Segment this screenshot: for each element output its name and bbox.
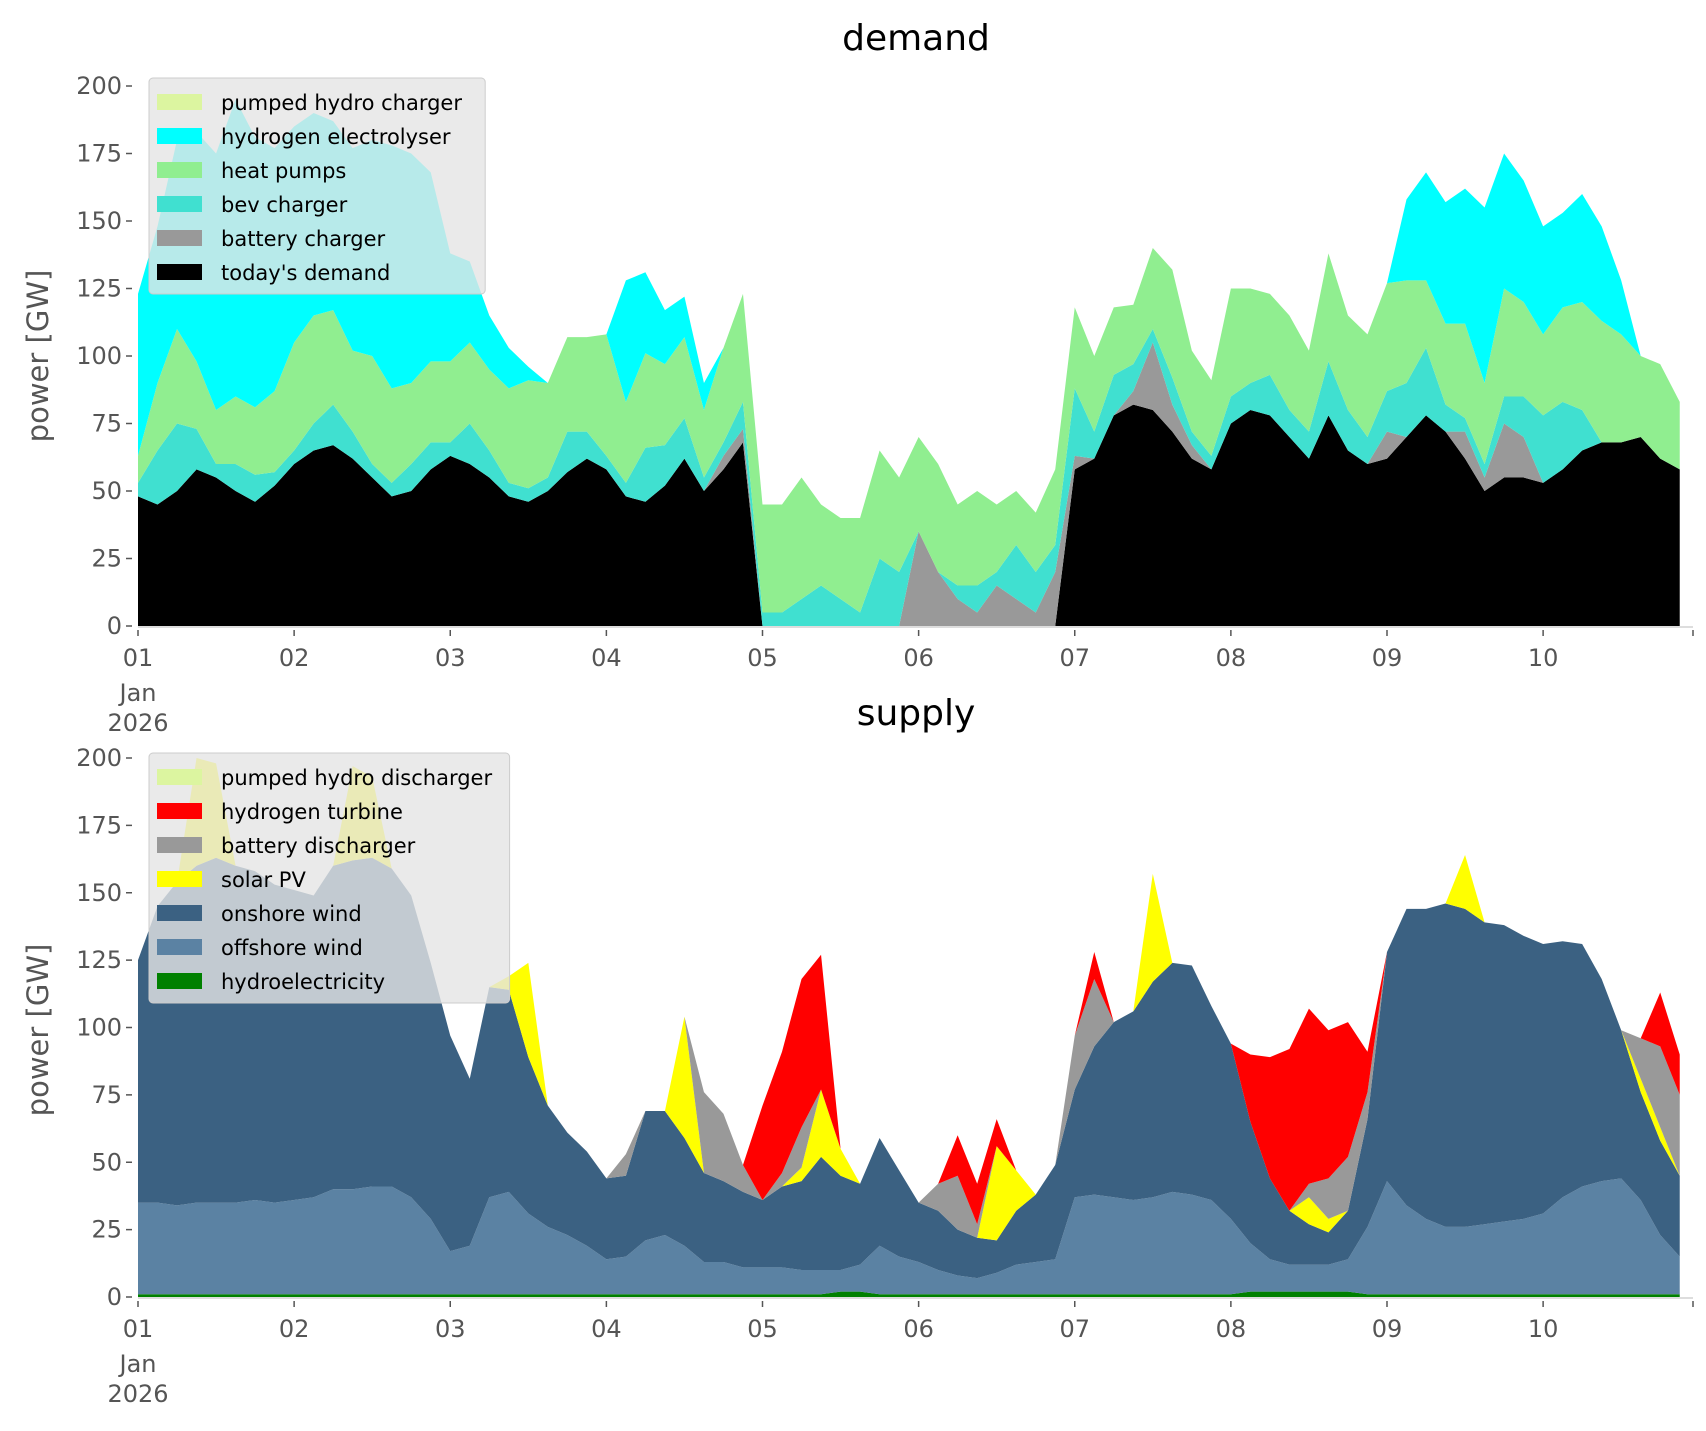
x-tick-label: 02	[279, 1315, 310, 1343]
legend-label-solar-pv: solar PV	[221, 868, 306, 892]
supply-legend: pumped hydro discharger hydrogen turbine b…	[148, 752, 511, 1004]
demand-legend: pumped hydro charger hydrogen electrolyse…	[148, 77, 486, 295]
legend-swatch-onshore-wind	[157, 905, 202, 921]
y-tick-label: 150	[76, 879, 122, 907]
x-tick-label: 01	[123, 644, 154, 672]
demand-y-axis-label: power [GW]	[21, 270, 55, 443]
supply-title: supply	[857, 693, 976, 734]
x-tick-label: 04	[591, 644, 622, 672]
supply-areas	[138, 758, 1680, 1297]
x-tick-label: 03	[435, 1315, 466, 1343]
x-tick-label: 01	[123, 1315, 154, 1343]
y-tick-label: 175	[76, 140, 122, 168]
x-tick-label: 05	[747, 1315, 778, 1343]
y-tick-label: 150	[76, 207, 122, 235]
legend-swatch-today-s-demand	[157, 264, 202, 280]
legend-swatch-pumped-hydro-discharger	[157, 769, 202, 785]
y-tick-label: 50	[91, 1148, 122, 1176]
y-tick-label: 75	[91, 1081, 122, 1109]
x-tick-label: 07	[1059, 1315, 1090, 1343]
y-tick-label: 125	[76, 275, 122, 303]
legend-swatch-hydroelectricity	[157, 973, 202, 989]
y-tick-label: 100	[76, 342, 122, 370]
legend-box	[148, 752, 511, 1004]
legend-swatch-hydrogen-turbine	[157, 803, 202, 819]
x-tick-label: 08	[1216, 1315, 1247, 1343]
x-tick-year: 2026	[107, 1380, 168, 1408]
x-tick-label: 06	[903, 644, 934, 672]
x-tick-label: 07	[1059, 644, 1090, 672]
legend-swatch-battery-charger	[157, 230, 202, 246]
x-tick-label: 08	[1216, 644, 1247, 672]
x-tick-label: 09	[1372, 1315, 1403, 1343]
area-onshore-wind	[138, 857, 1680, 1279]
y-tick-label: 175	[76, 811, 122, 839]
x-tick-label: 04	[591, 1315, 622, 1343]
legend-swatch-pumped-hydro-charger	[157, 94, 202, 110]
supply-panel: supply power [GW] 0 25 50 75 100 125 150 175 200…	[21, 693, 1694, 1408]
legend-label-hydrogen-turbine: hydrogen turbine	[221, 800, 403, 824]
legend-label-hydroelectricity: hydroelectricity	[221, 970, 385, 994]
y-tick-label: 200	[76, 72, 122, 100]
y-tick-label: 125	[76, 946, 122, 974]
y-tick-label: 25	[91, 545, 122, 573]
area-today-s-demand	[138, 404, 1680, 626]
demand-title: demand	[842, 18, 990, 59]
legend-swatch-bev-charger	[157, 196, 202, 212]
x-tick-label: 06	[903, 1315, 934, 1343]
legend-label-battery-charger: battery charger	[221, 227, 386, 251]
area-hydrogen-turbine	[138, 758, 1680, 1225]
y-tick-label: 200	[76, 744, 122, 772]
legend-swatch-solar-pv	[157, 871, 202, 887]
y-tick-label: 75	[91, 410, 122, 438]
legend-swatch-hydrogen-electrolyser	[157, 128, 202, 144]
legend-label-onshore-wind: onshore wind	[221, 902, 362, 926]
legend-label-offshore-wind: offshore wind	[221, 936, 363, 960]
x-tick-label: 09	[1372, 644, 1403, 672]
x-tick-label: 10	[1528, 644, 1559, 672]
legend-label-today-s-demand: today's demand	[221, 261, 390, 285]
legend-label-hydrogen-electrolyser: hydrogen electrolyser	[221, 125, 451, 149]
demand-panel: demand power [GW] 0 25 50 75 100 125 150 175 200…	[21, 18, 1694, 737]
x-tick-label: 02	[279, 644, 310, 672]
legend-label-pumped-hydro-charger: pumped hydro charger	[221, 91, 462, 115]
x-tick-label: 05	[747, 644, 778, 672]
area-hydroelectricity	[138, 1291, 1680, 1297]
area-heat-pumps	[138, 248, 1680, 613]
x-tick-year: 2026	[107, 709, 168, 737]
legend-label-pumped-hydro-discharger: pumped hydro discharger	[221, 766, 492, 790]
legend-label-bev-charger: bev charger	[221, 193, 348, 217]
x-tick-label: 03	[435, 644, 466, 672]
legend-label-heat-pumps: heat pumps	[221, 159, 346, 183]
y-tick-label: 25	[91, 1216, 122, 1244]
x-tick-label: 10	[1528, 1315, 1559, 1343]
supply-y-axis-label: power [GW]	[21, 944, 55, 1117]
area-offshore-wind	[138, 1178, 1680, 1295]
x-tick-month: Jan	[118, 679, 157, 707]
legend-box	[148, 77, 486, 295]
y-tick-label: 100	[76, 1014, 122, 1042]
x-tick-month: Jan	[118, 1350, 157, 1378]
legend-swatch-offshore-wind	[157, 939, 202, 955]
legend-swatch-heat-pumps	[157, 162, 202, 178]
y-tick-label: 50	[91, 477, 122, 505]
area-bev-charger	[138, 329, 1680, 626]
legend-swatch-battery-discharger	[157, 837, 202, 853]
y-tick-label: 0	[107, 612, 122, 640]
y-tick-label: 0	[107, 1283, 122, 1311]
legend-label-battery-discharger: battery discharger	[221, 834, 416, 858]
